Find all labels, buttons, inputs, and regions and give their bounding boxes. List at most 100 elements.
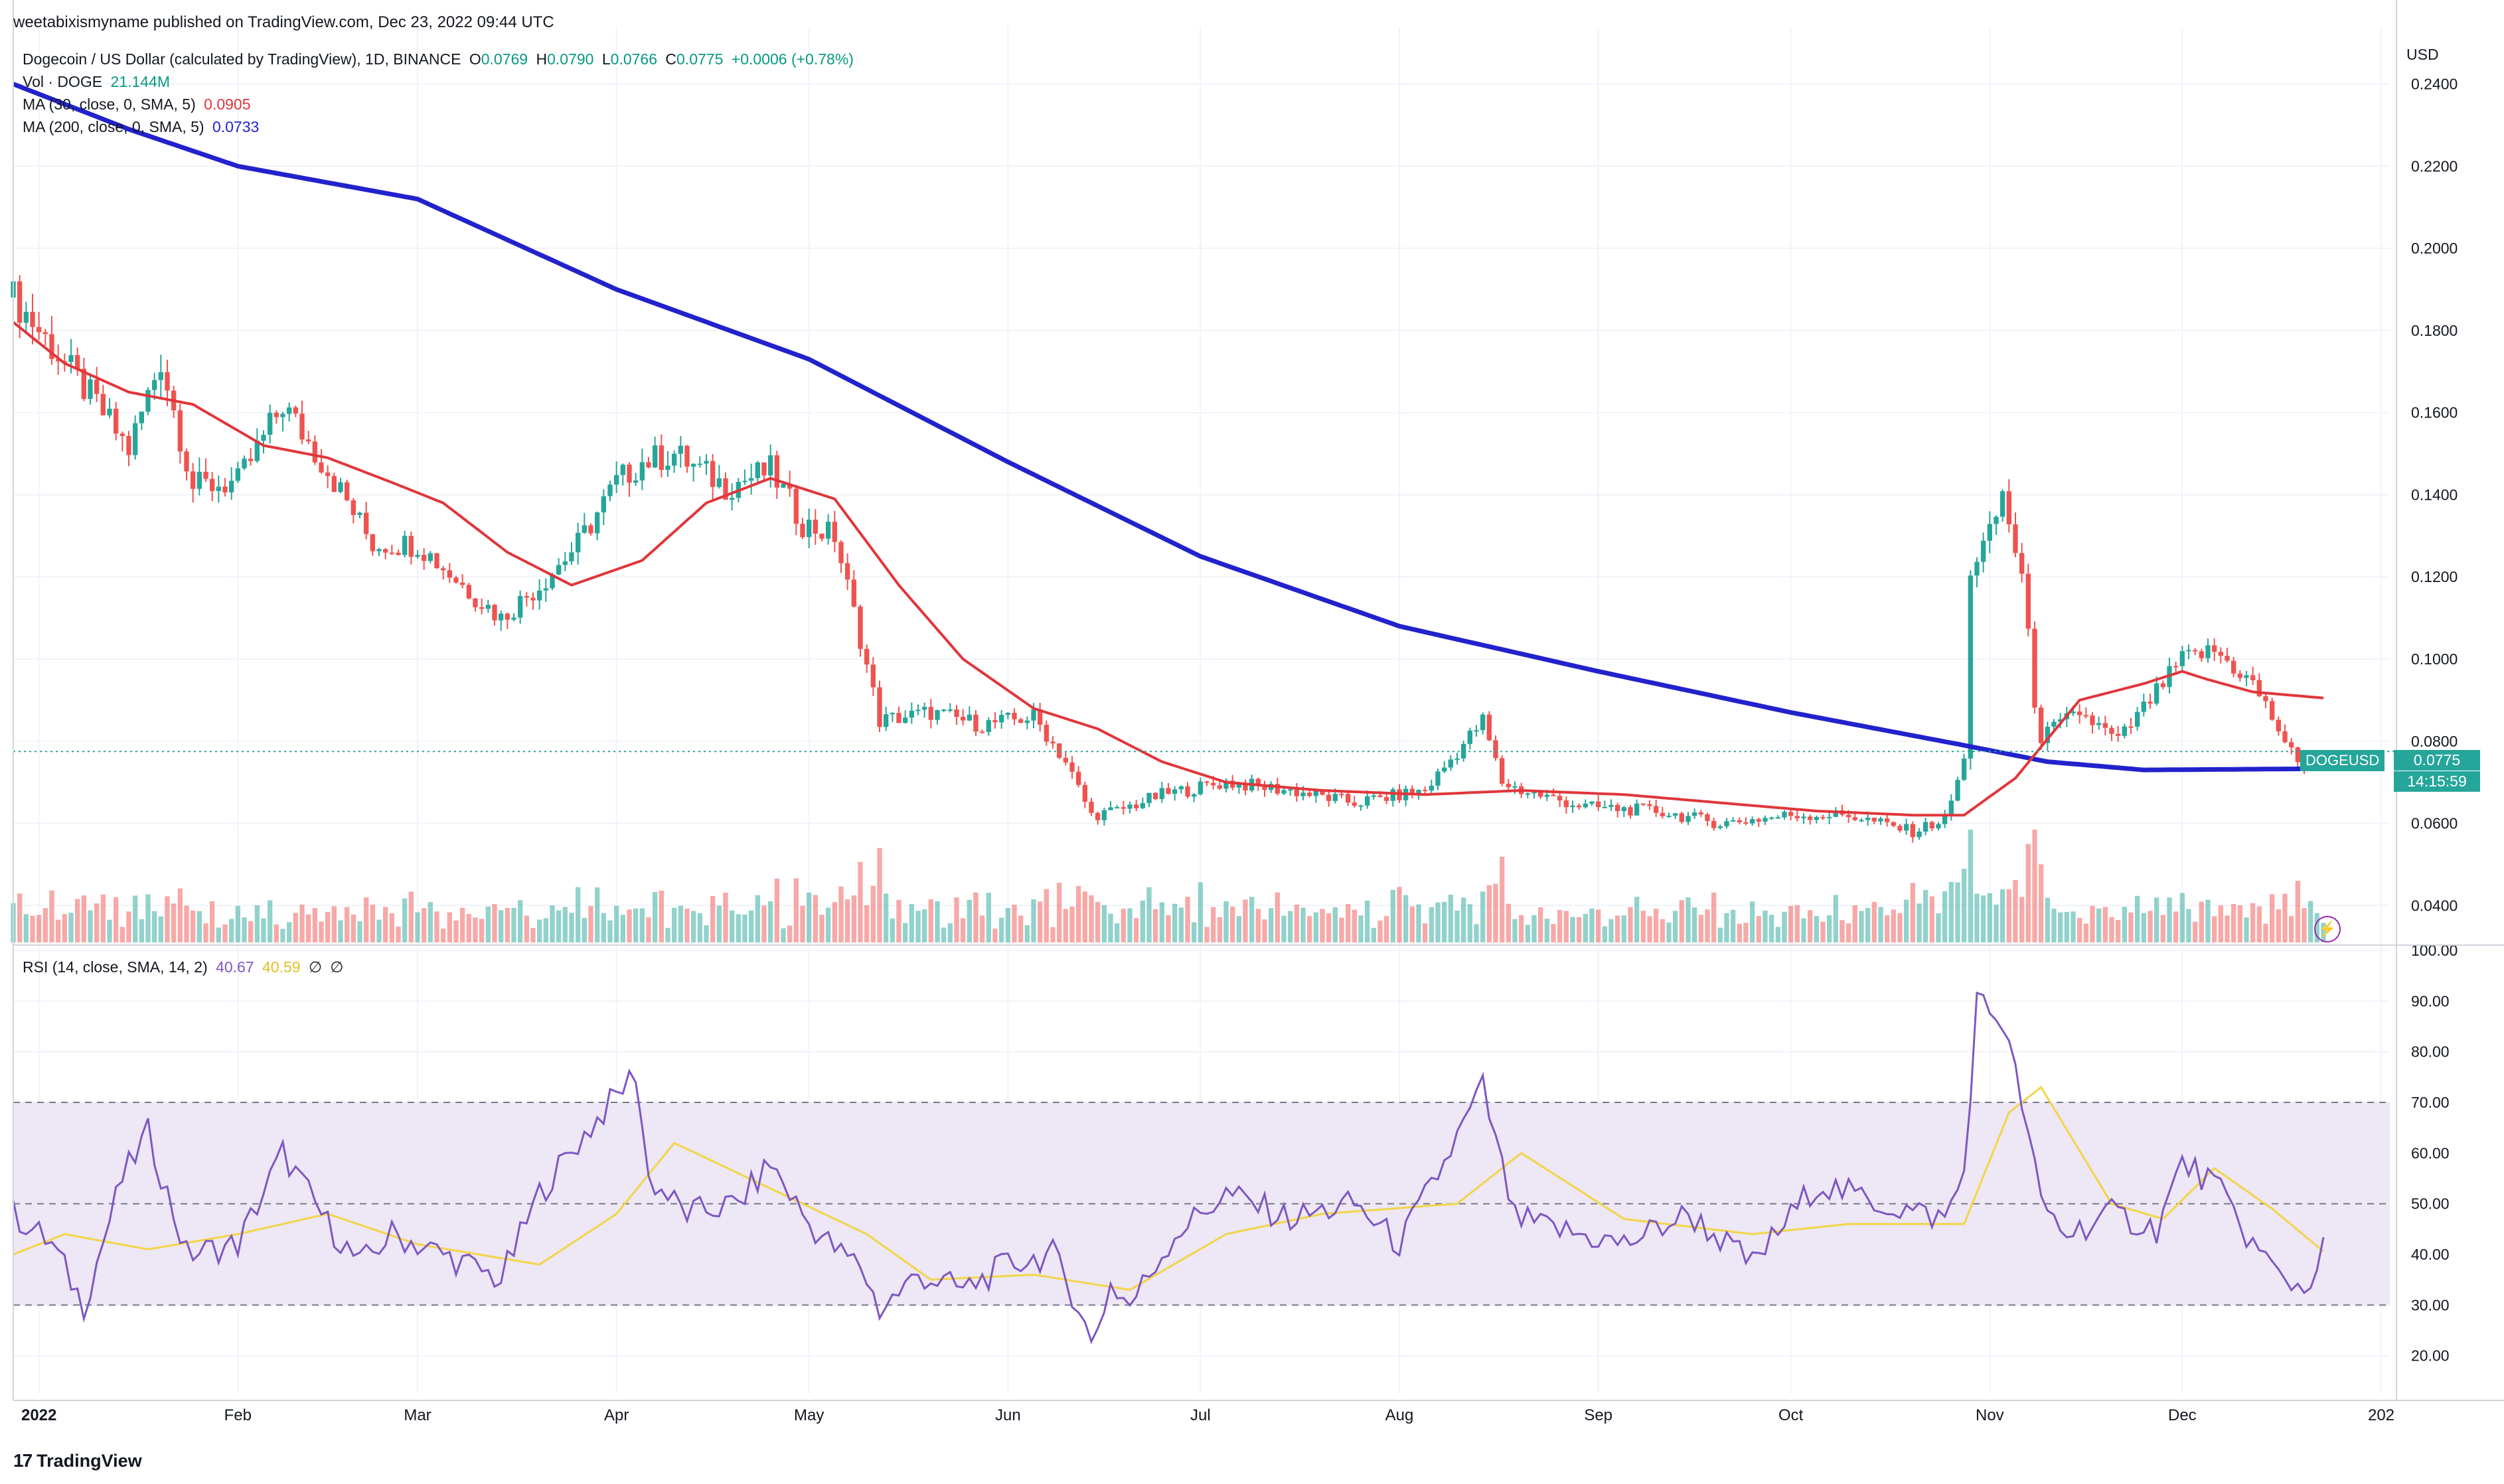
candle-body — [107, 408, 112, 415]
low-value: 0.0766 — [610, 50, 658, 68]
legend-rsi[interactable]: RSI (14, close, SMA, 14, 2) 40.67 40.59 … — [23, 958, 347, 976]
volume-bar — [1358, 915, 1364, 942]
candle-body — [1691, 812, 1697, 816]
candle-body — [17, 281, 23, 323]
volume-bar — [646, 917, 651, 942]
candle-body — [864, 648, 870, 665]
volume-bar — [331, 906, 337, 942]
legend-volume[interactable]: Vol · DOGE 21.144M — [23, 73, 174, 91]
volume-bar — [2179, 893, 2185, 942]
candle-body — [1576, 805, 1582, 808]
candle-body — [2205, 645, 2211, 658]
volume-bar — [1294, 905, 1300, 942]
ma200-value: 0.0733 — [212, 118, 260, 135]
volume-bar — [1108, 913, 1113, 942]
legend-symbol[interactable]: Dogecoin / US Dollar (calculated by Trad… — [23, 50, 858, 68]
volume-bar — [1595, 909, 1601, 942]
candle-body — [1223, 780, 1229, 789]
candle-body — [1339, 794, 1344, 796]
candle-body — [1133, 804, 1139, 808]
volume-bar — [1506, 903, 1512, 942]
candle-body — [1570, 805, 1575, 808]
flash-icon[interactable]: ⚡ — [2314, 916, 2341, 942]
volume-bar — [1563, 911, 1569, 942]
high-value: 0.0790 — [547, 50, 594, 68]
candle-body — [2173, 666, 2179, 668]
candle-body — [1191, 794, 1197, 797]
candle-body — [986, 719, 992, 732]
candle-body — [1621, 807, 1627, 812]
volume-bar — [1082, 891, 1088, 942]
candle-body — [1768, 817, 1774, 819]
candle-body — [2057, 719, 2063, 722]
legend-ma30[interactable]: MA (30, close, 0, SMA, 5) 0.0905 — [23, 96, 255, 113]
candle-body — [761, 462, 767, 476]
volume-bar — [594, 887, 600, 942]
volume-bar — [1782, 911, 1787, 942]
volume-bar — [209, 901, 215, 942]
candle-body — [376, 549, 382, 552]
volume-bar — [2225, 915, 2230, 942]
footer-brand[interactable]: 17 TradingView — [13, 1450, 142, 1471]
candle-body — [1672, 813, 1678, 816]
candle-body — [704, 461, 709, 464]
volume-bar — [1929, 896, 1935, 942]
volume-bar — [1583, 914, 1589, 942]
candle-body — [254, 440, 260, 461]
candle-body — [1018, 719, 1024, 723]
volume-bar — [1441, 901, 1447, 942]
candle-body — [158, 372, 164, 380]
volume-bar — [1980, 895, 1986, 942]
volume-bar — [139, 919, 145, 942]
candle-body — [2045, 726, 2051, 743]
candle-body — [530, 597, 536, 601]
volume-bar — [293, 913, 299, 942]
volume-bar — [2013, 879, 2018, 942]
price-tick-label: 0.1200 — [2411, 568, 2458, 585]
volume-bar — [2218, 905, 2224, 942]
volume-bar — [1018, 915, 1024, 942]
candle-body — [1108, 807, 1113, 810]
volume-bar — [492, 904, 497, 942]
volume-bar — [2128, 912, 2134, 942]
candle-body — [1551, 794, 1556, 796]
volume-bar — [23, 914, 29, 942]
legend-ma200[interactable]: MA (200, close, 0, SMA, 5) 0.0733 — [23, 118, 263, 136]
candle-body — [659, 445, 665, 470]
volume-bar — [1608, 919, 1614, 942]
volume-bar — [1352, 909, 1358, 942]
volume-bar — [1512, 919, 1518, 942]
volume-bar — [1974, 893, 1980, 942]
candle-body — [1640, 803, 1646, 805]
candle-body — [844, 563, 850, 580]
candle-body — [1525, 793, 1531, 795]
change-value: +0.0006 (+0.78%) — [731, 50, 854, 68]
volume-bar — [1737, 923, 1743, 942]
candle-body — [434, 553, 439, 569]
volume-bar — [2122, 907, 2128, 942]
candle-body — [68, 355, 74, 362]
volume-bar — [877, 848, 882, 942]
volume-bar — [1730, 909, 1736, 942]
candle-body — [710, 461, 716, 487]
candle-body — [915, 709, 921, 711]
candle-body — [979, 731, 985, 733]
volume-bar — [1653, 909, 1659, 942]
volume-bar — [550, 905, 555, 942]
candle-body — [1409, 788, 1415, 795]
volume-bar — [203, 923, 208, 942]
volume-bar — [1281, 915, 1287, 942]
candle-body — [1448, 759, 1454, 768]
volume-bar — [2308, 901, 2313, 942]
candle-body — [453, 577, 459, 583]
volume-bar — [813, 895, 819, 942]
volume-bar — [851, 895, 857, 942]
candles[interactable] — [11, 275, 2326, 843]
volume-bar — [1865, 908, 1871, 942]
candle-body — [1435, 771, 1441, 786]
candle-body — [1563, 800, 1569, 808]
volume-bar — [2051, 909, 2057, 942]
volume-bar — [1159, 902, 1165, 942]
candle-body — [1628, 807, 1633, 816]
